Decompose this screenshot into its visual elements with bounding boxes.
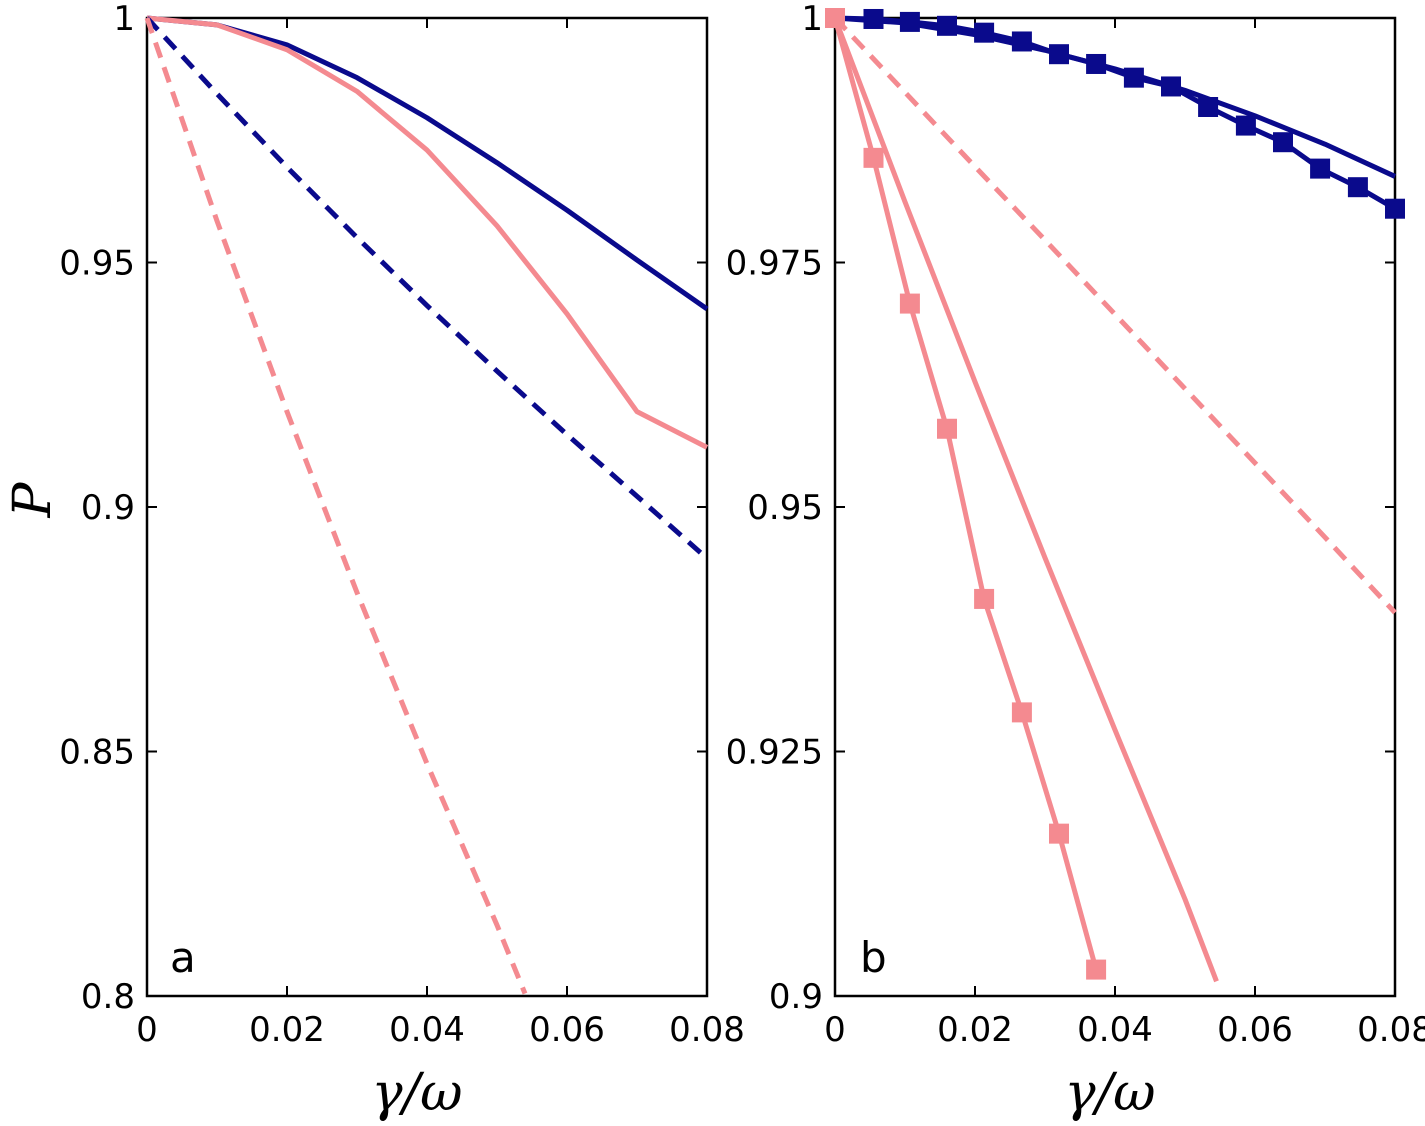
panel-a-x-tick-label: 0.06 (529, 1010, 605, 1050)
panel-a-y-tick-label: 1 (113, 0, 135, 39)
panel-b-series-navy-squares-marker (1235, 115, 1256, 136)
panel-a-x-tick-label: 0.08 (669, 1010, 745, 1050)
panel-a-x-tick-label: 0 (136, 1010, 158, 1050)
panel-b-y-tick-label: 0.95 (747, 488, 823, 528)
panel-b-y-tick-label: 0.925 (726, 733, 823, 773)
panel-a-series-pink-solid-line (146, 15, 709, 450)
panel-a-y-tick-label: 0.95 (59, 244, 135, 284)
panel-b-series-navy-squares-marker (1011, 31, 1032, 52)
panel-a-label: a (170, 933, 196, 982)
panel-b-x-axis-label: γ/ω (1065, 1063, 1156, 1123)
panel-b-series-pink-squares-marker (1086, 959, 1107, 980)
panel-b-series-pink-squares-marker (974, 588, 995, 609)
panel-b-series-pink-squares-line (832, 17, 1099, 971)
panel-b-series-navy-squares-line (834, 15, 1397, 211)
panel-a-frame (145, 16, 709, 998)
panel-b-series-pink-squares-marker (937, 418, 957, 439)
panel-b-series-navy-squares-marker (1198, 97, 1219, 117)
panel-b-label: b (860, 933, 887, 982)
panel-b-series-navy-squares-marker (1310, 158, 1331, 179)
panel-b-series-navy-squares-marker (1086, 53, 1107, 74)
panel-b-series-navy-squares-marker (1123, 67, 1144, 88)
panel-a-series-navy-dashed-line (145, 16, 709, 561)
panel-b-y-tick-label: 0.9 (769, 977, 823, 1017)
panel-a-series-pink-dashed-line (144, 17, 528, 995)
panel-b-series-pink-squares-marker (1011, 702, 1032, 723)
panel-b-series-navy-squares-marker (937, 15, 957, 36)
panel-a-y-axis-label: P (3, 482, 63, 519)
panel-b-y-tick-label: 0.975 (726, 244, 823, 284)
panel-b-series-navy-squares-marker (974, 22, 995, 43)
panel-b-series-navy-squares-marker (899, 11, 920, 32)
panel-b-series-pink-solid-line (832, 17, 1219, 983)
panel-a-y-tick-label: 0.9 (81, 488, 135, 528)
panel-b-series-navy-squares-marker (1347, 177, 1368, 198)
panel-b-y-tick-label: 1 (801, 0, 823, 39)
panel-b-x-tick-label: 0 (824, 1010, 846, 1050)
panel-b-series-pink-squares-marker (863, 147, 884, 168)
panel-b-series-navy-squares-marker (863, 8, 884, 29)
panel-b-x-tick-label: 0.06 (1217, 1010, 1293, 1050)
panel-a: 0 0.02 0.04 0.06 0.08 0.8 0.85 0.9 0.95 1 P γ/ω a (3, 0, 745, 1123)
panel-b-series-navy-squares-marker (1273, 132, 1293, 153)
panel-b-series-pink-squares-marker (825, 8, 845, 28)
panel-b-x-tick-label: 0.02 (937, 1010, 1013, 1050)
panel-b-series-pink-dashed-line (833, 16, 1397, 615)
panel-a-x-tick-label: 0.04 (389, 1010, 465, 1050)
panel-a-y-tick-label: 0.85 (59, 733, 135, 773)
panel-b-series-navy-squares-marker (1049, 44, 1069, 65)
panel-b-x-tick-label: 0.04 (1077, 1010, 1153, 1050)
panel-b-series-pink-squares-marker (899, 293, 920, 314)
panel-b-series-navy-squares-marker (1161, 76, 1181, 97)
panel-a-y-tick-label: 0.8 (81, 977, 135, 1017)
panel-a-x-tick-label: 0.02 (249, 1010, 325, 1050)
panel-b-series-navy-solid-line (834, 15, 1397, 179)
panel-b-series-navy-squares-marker (1385, 198, 1405, 219)
panel-b-x-tick-label: 0.08 (1357, 1010, 1425, 1050)
panel-b-series-pink-squares-marker (1049, 823, 1069, 844)
panel-a-x-axis-label: γ/ω (372, 1063, 463, 1123)
